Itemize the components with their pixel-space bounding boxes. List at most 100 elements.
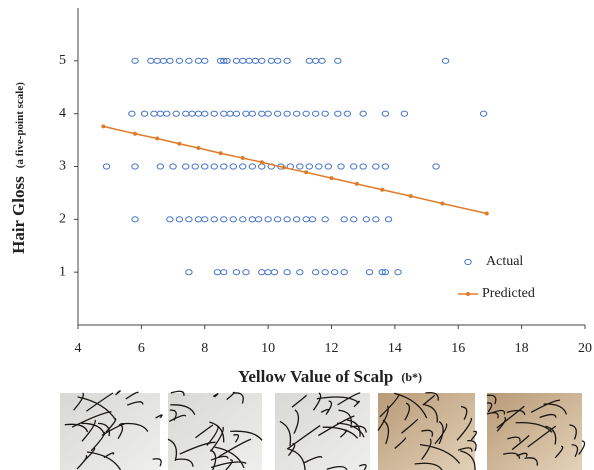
hair-strand [421, 429, 434, 437]
hair-strand [434, 423, 448, 445]
x-label: Yellow Value of Scalp [238, 367, 393, 386]
hair-strand [506, 409, 526, 416]
data-point [185, 269, 193, 276]
data-point [394, 269, 402, 276]
data-point [292, 216, 301, 223]
hair-strand [73, 392, 85, 411]
photo-strip [60, 390, 586, 470]
data-point [334, 57, 342, 64]
hair-strand [571, 444, 579, 458]
hair-strand [206, 425, 219, 446]
hair-strand [326, 465, 348, 470]
hair-strand [492, 409, 506, 415]
y-label: Hair Gloss [9, 176, 28, 254]
data-point [349, 163, 358, 170]
hair-strand [233, 434, 240, 443]
data-point [239, 57, 247, 64]
hair-strand [115, 390, 121, 396]
predicted-point [177, 141, 182, 146]
hair-strand [120, 422, 149, 432]
data-point [232, 57, 241, 64]
scalp-photo [487, 393, 582, 470]
hair-strand [293, 409, 300, 434]
data-point [283, 269, 291, 276]
hair-strand [337, 392, 361, 406]
hair-strand [175, 458, 194, 467]
hair-strand [86, 392, 114, 412]
hair-strand [126, 401, 144, 406]
data-point [131, 163, 139, 170]
data-point [163, 110, 171, 117]
hair-strand [209, 421, 225, 443]
hair-strand [339, 429, 348, 438]
data-point [229, 163, 237, 170]
hair-strand [303, 456, 323, 464]
y-axis-title: Hair Gloss (a five-point scale) [9, 82, 28, 254]
predicted-point [304, 170, 309, 175]
data-point [381, 163, 390, 170]
data-point [220, 57, 228, 64]
hair-strand [527, 425, 557, 448]
hair-strand [353, 400, 360, 408]
data-point [305, 163, 314, 170]
data-point [258, 110, 266, 117]
predicted-point [440, 201, 445, 206]
data-point [267, 57, 275, 64]
hair-strand [401, 418, 419, 434]
hair-strand [419, 443, 461, 464]
predicted-point [329, 176, 334, 181]
hair-strand [554, 445, 564, 459]
data-point [175, 57, 184, 64]
y-label-note: (a five-point scale) [14, 82, 26, 168]
data-point [169, 163, 177, 170]
hair-strand [359, 464, 367, 470]
predicted-point [259, 160, 264, 165]
x-tick-label: 16 [451, 341, 465, 356]
hair-strand [168, 414, 187, 423]
data-point [239, 163, 247, 170]
y-tick-label: 1 [59, 264, 66, 279]
data-point [258, 269, 266, 276]
data-point [156, 163, 165, 170]
data-point [201, 216, 209, 223]
hair-strand [279, 420, 292, 447]
data-point [273, 57, 282, 64]
data-point [321, 216, 329, 223]
hair-strand [286, 425, 321, 450]
hair-strand [346, 419, 361, 437]
data-point [201, 57, 209, 64]
hair-strand [210, 455, 229, 461]
predicted-point [408, 194, 413, 199]
data-point [359, 163, 367, 170]
data-point [159, 57, 168, 64]
hair-strand [210, 449, 217, 470]
hair-strand [214, 446, 245, 469]
data-point [324, 163, 333, 170]
data-point [283, 216, 291, 223]
data-point [321, 269, 329, 276]
predicted-point [240, 156, 245, 161]
hair-strand [438, 420, 444, 445]
data-point [166, 216, 174, 223]
data-point [210, 110, 218, 117]
data-point [302, 216, 310, 223]
hair-strand [105, 417, 117, 433]
data-point [150, 110, 158, 117]
hair-strand [515, 421, 553, 433]
data-point [213, 269, 222, 276]
hair-strand [394, 437, 406, 450]
hair-strand [86, 451, 122, 470]
hair-strand [210, 461, 247, 469]
hair-strand [83, 447, 96, 462]
data-point [254, 216, 263, 223]
data-point [220, 110, 228, 117]
data-point [220, 269, 228, 276]
legend-marker [464, 258, 472, 266]
data-point [258, 163, 266, 170]
hair-strand [460, 450, 476, 470]
data-point [400, 110, 409, 117]
data-point [185, 216, 193, 223]
data-point [296, 163, 304, 170]
predicted-point [155, 136, 160, 141]
